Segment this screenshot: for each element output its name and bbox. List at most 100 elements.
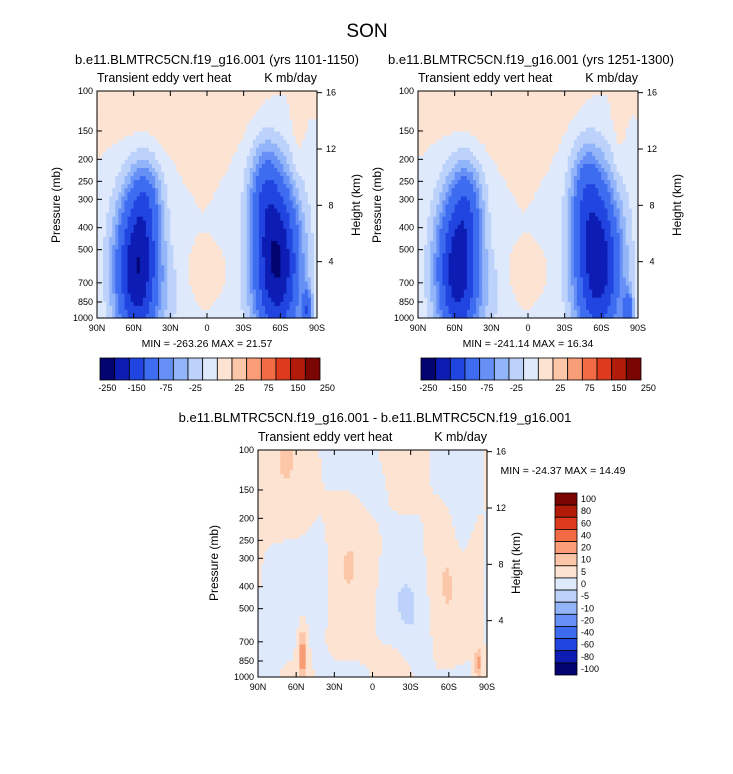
contour-cell <box>197 224 202 230</box>
contour-cell <box>145 285 150 291</box>
contour-cell <box>451 99 456 104</box>
contour-cell <box>271 107 275 112</box>
contour-cell <box>307 224 312 230</box>
contour-cell <box>237 95 242 100</box>
contour-cell <box>231 139 236 145</box>
contour-cell <box>237 163 242 169</box>
contour-cell <box>103 151 107 157</box>
contour-cell <box>115 172 119 177</box>
contour-cell <box>210 220 214 226</box>
contour-cell <box>283 257 288 262</box>
contour-cell <box>246 245 251 250</box>
contour-cell <box>255 99 260 104</box>
contour-cell <box>197 168 202 173</box>
contour-cell <box>213 143 217 149</box>
contour-cell <box>164 200 168 206</box>
contour-cell <box>424 95 428 100</box>
contour-cell <box>243 168 248 173</box>
contour-cell <box>289 168 294 173</box>
contour-cell <box>546 135 550 141</box>
contour-cell <box>121 151 126 157</box>
contour-cell <box>583 123 587 129</box>
contour-cell <box>307 184 312 189</box>
contour-cell <box>167 245 171 250</box>
contour-cell <box>194 188 199 193</box>
contour-cell <box>528 127 532 133</box>
contour-cell <box>112 212 116 218</box>
contour-cell <box>466 127 471 133</box>
contour-cell <box>271 208 275 214</box>
contour-cell <box>145 184 150 189</box>
contour-cell <box>442 99 447 104</box>
contour-cell <box>139 240 144 246</box>
contour-cell <box>133 123 138 129</box>
contour-cell <box>106 91 110 96</box>
contour-cell <box>130 168 135 173</box>
contour-cell <box>106 147 110 153</box>
contour-cell <box>103 131 107 137</box>
contour-cell <box>427 119 431 125</box>
contour-cell <box>283 285 288 291</box>
contour-cell <box>252 297 257 303</box>
contour-cell <box>249 147 254 153</box>
contour-cell <box>625 111 630 116</box>
contour-cell <box>469 119 474 125</box>
contour-cell <box>176 180 181 185</box>
contour-cell <box>310 184 315 189</box>
contour-cell <box>188 257 193 262</box>
contour-cell <box>124 253 129 258</box>
contour-cell <box>310 245 315 250</box>
contour-cell <box>112 135 116 141</box>
contour-cell <box>121 119 126 125</box>
contour-cell <box>262 147 266 153</box>
contour-cell <box>258 99 263 104</box>
contour-cell <box>295 285 300 291</box>
contour-cell <box>491 127 495 133</box>
contour-cell <box>274 147 278 153</box>
contour-cell <box>313 313 318 319</box>
contour-cell <box>271 216 275 222</box>
contour-cell <box>97 204 101 210</box>
contour-cell <box>589 111 593 116</box>
contour-cell <box>258 281 263 287</box>
contour-cell <box>121 127 126 133</box>
contour-cell <box>307 180 312 185</box>
contour-cell <box>121 103 126 108</box>
contour-cell <box>439 135 444 141</box>
contour-cell <box>188 99 193 104</box>
contour-cell <box>280 240 284 246</box>
contour-cell <box>185 123 190 129</box>
contour-cell <box>222 180 226 185</box>
contour-cell <box>265 163 269 169</box>
contour-cell <box>191 123 196 129</box>
contour-cell <box>500 115 505 120</box>
contour-cell <box>225 91 229 96</box>
contour-cell <box>164 212 168 218</box>
contour-cell <box>579 135 584 141</box>
contour-cell <box>97 95 101 100</box>
contour-cell <box>164 224 168 230</box>
contour-cell <box>197 240 202 246</box>
contour-cell <box>524 115 529 120</box>
contour-cell <box>194 95 199 100</box>
contour-cell <box>112 273 116 279</box>
contour-cell <box>170 111 174 116</box>
contour-cell <box>225 297 229 303</box>
contour-cell <box>304 265 309 270</box>
contour-cell <box>301 245 306 250</box>
contour-cell <box>161 253 165 258</box>
contour-cell <box>139 95 144 100</box>
contour-cell <box>265 143 269 149</box>
contour-cell <box>301 95 306 100</box>
contour-cell <box>194 127 199 133</box>
contour-cell <box>167 253 171 258</box>
contour-cell <box>237 107 242 112</box>
contour-cell <box>424 123 428 129</box>
contour-cell <box>133 143 138 149</box>
contour-cell <box>240 103 245 108</box>
contour-cell <box>145 192 150 197</box>
contour-cell <box>604 91 609 96</box>
contour-cell <box>274 224 278 230</box>
contour-cell <box>295 180 300 185</box>
contour-cell <box>182 297 187 303</box>
